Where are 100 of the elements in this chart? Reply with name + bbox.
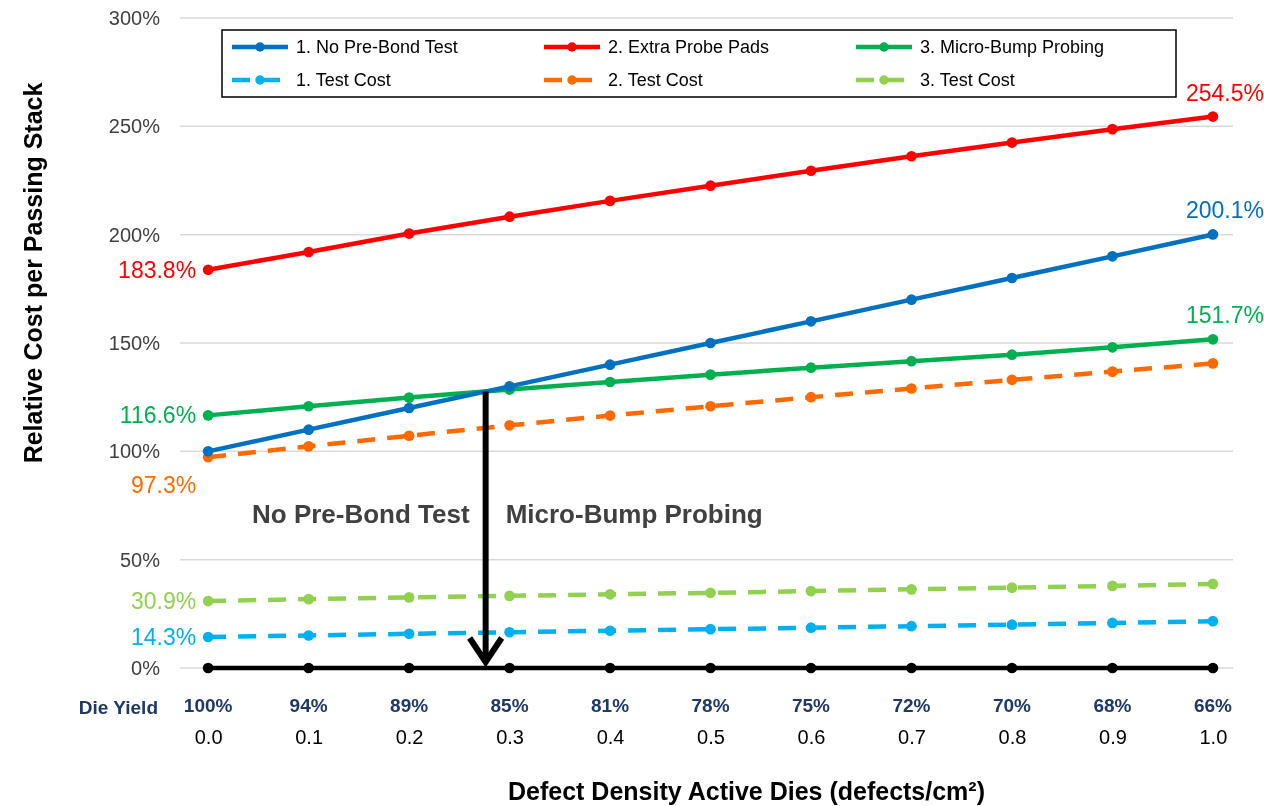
point — [202, 445, 214, 457]
point — [1207, 578, 1219, 590]
annotation: No Pre-Bond Test — [252, 499, 470, 529]
point — [604, 625, 616, 637]
point — [202, 410, 214, 421]
text: Die Yield — [78, 697, 158, 718]
legend-label: 1. Test Cost — [296, 70, 391, 90]
x-tick-label: 0.2 — [395, 726, 424, 749]
point — [805, 585, 817, 597]
point — [1107, 123, 1118, 135]
point — [604, 410, 616, 421]
point — [906, 662, 917, 674]
point — [1107, 341, 1118, 353]
x-tick-label: 0.5 — [697, 726, 725, 749]
point — [1006, 137, 1018, 148]
point — [504, 662, 515, 674]
point — [705, 587, 716, 599]
point — [504, 380, 515, 392]
point — [705, 337, 716, 349]
point — [705, 623, 716, 635]
x-tick-label: 0.6 — [797, 726, 826, 749]
text: 72% — [892, 695, 931, 716]
point — [604, 662, 616, 674]
point — [1207, 358, 1219, 369]
y-tick-label: 150% — [108, 331, 161, 354]
point — [1006, 272, 1018, 284]
data-label: 97.3% — [130, 472, 197, 499]
data-label: 151.7% — [1185, 302, 1264, 329]
point — [303, 400, 314, 412]
y-tick-label: 100% — [108, 440, 161, 463]
text: 68% — [1093, 695, 1132, 716]
point — [1107, 617, 1118, 629]
x-tick-label: 0.0 — [194, 726, 223, 749]
annotation: Micro-Bump Probing — [505, 499, 763, 529]
point — [504, 211, 515, 223]
point — [705, 369, 716, 380]
text: 78% — [691, 695, 730, 716]
point — [805, 622, 817, 634]
data-label: 254.5% — [1185, 79, 1264, 106]
x-tick-label: 0.1 — [295, 726, 324, 749]
text: 94% — [289, 695, 328, 716]
text: 66% — [1193, 695, 1233, 716]
y-tick-label: 0% — [131, 656, 161, 679]
point — [403, 228, 415, 239]
point — [1006, 619, 1018, 631]
point — [1107, 366, 1118, 377]
point — [1207, 662, 1219, 674]
point — [1006, 582, 1018, 593]
x-tick-label: 0.8 — [998, 726, 1027, 749]
x-axis-title: Defect Density Active Dies (defects/cm²) — [507, 777, 986, 805]
legend-label: 2. Extra Probe Pads — [608, 37, 770, 57]
point — [1107, 250, 1118, 262]
legend-label: 2. Test Cost — [608, 70, 703, 90]
data-label: 183.8% — [118, 256, 197, 283]
legend-label: 1. No Pre-Bond Test — [296, 37, 458, 57]
point — [1207, 615, 1219, 627]
point — [202, 631, 214, 643]
point — [403, 392, 415, 403]
point — [403, 662, 415, 674]
y-tick-label: 50% — [119, 548, 161, 571]
point — [303, 424, 314, 436]
point — [504, 590, 515, 602]
point — [1107, 662, 1118, 674]
point — [604, 195, 616, 207]
x-tick-label: 0.4 — [596, 726, 625, 749]
point — [504, 626, 515, 638]
point — [805, 662, 817, 674]
point — [1207, 111, 1219, 122]
legend-label: 3. Micro-Bump Probing — [920, 37, 1105, 57]
point — [805, 165, 817, 177]
point — [604, 359, 616, 371]
legend-label: 3. Test Cost — [920, 70, 1015, 90]
x-tick-label: 0.9 — [1099, 726, 1127, 749]
point — [1006, 662, 1018, 674]
point — [705, 180, 716, 192]
text: 81% — [591, 695, 630, 716]
point — [1207, 333, 1219, 345]
point — [1006, 374, 1018, 386]
point — [1107, 580, 1118, 592]
point — [1207, 229, 1219, 240]
point — [705, 400, 716, 412]
point — [906, 294, 917, 306]
point — [403, 402, 415, 414]
point — [906, 150, 917, 162]
data-label: 116.6% — [119, 402, 197, 429]
y-tick-label: 200% — [108, 223, 161, 246]
point — [805, 315, 817, 327]
x-tick-label: 0.3 — [496, 726, 524, 749]
point — [805, 362, 817, 374]
point — [604, 376, 616, 388]
point — [403, 592, 415, 603]
point — [403, 430, 415, 442]
data-label: 200.1% — [1185, 197, 1264, 224]
point — [202, 264, 214, 276]
y-tick-label: 300% — [108, 6, 161, 29]
y-axis-title: Relative Cost per Passing Stack — [19, 82, 47, 464]
text: 85% — [490, 695, 529, 716]
point — [303, 630, 314, 641]
point — [604, 588, 616, 600]
data-label: 30.9% — [130, 588, 197, 615]
